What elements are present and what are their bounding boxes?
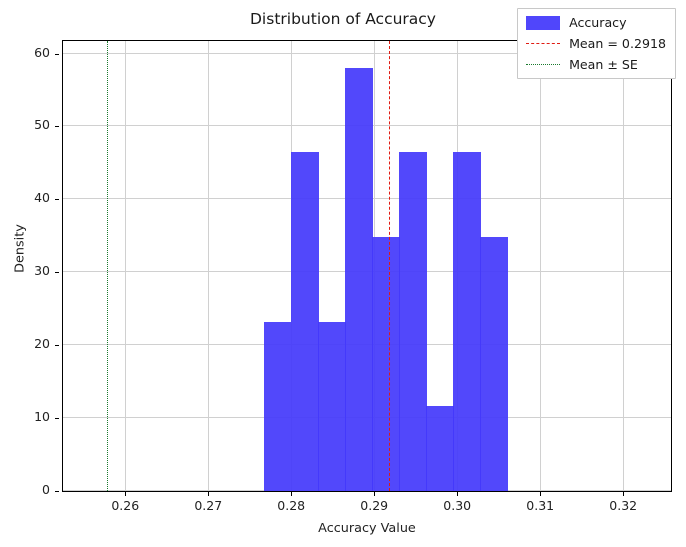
histogram-bar xyxy=(480,237,508,491)
legend-item: Mean = 0.2918 xyxy=(526,36,666,51)
reference-lines xyxy=(63,41,671,491)
x-axis-title: Accuracy Value xyxy=(318,521,416,536)
y-tick-mark xyxy=(54,418,59,420)
chart-title: Distribution of Accuracy xyxy=(250,10,436,28)
x-tick-mark xyxy=(291,491,293,496)
y-tick-label: 30 xyxy=(34,263,50,279)
x-tick-label: 0.26 xyxy=(111,498,140,513)
y-tick-label: 50 xyxy=(34,117,50,133)
y-tick-label: 60 xyxy=(34,44,50,60)
legend-swatch-icon xyxy=(526,43,561,44)
x-tick-mark xyxy=(208,491,210,496)
x-tick-mark xyxy=(374,491,376,496)
histogram-bar xyxy=(263,321,292,491)
histogram-bar xyxy=(290,152,319,491)
x-tick-mark xyxy=(623,491,625,496)
legend: Accuracy Mean = 0.2918 Mean ± SE xyxy=(517,8,676,79)
histogram-bar xyxy=(345,68,373,491)
legend-label: Mean = 0.2918 xyxy=(569,36,666,51)
y-tick-label: 0 xyxy=(42,482,50,497)
y-tick-label: 10 xyxy=(34,409,50,425)
reference-line-mean xyxy=(389,41,391,491)
gridline-vertical xyxy=(623,41,625,491)
y-tick-mark xyxy=(54,345,59,347)
y-tick-mark xyxy=(54,491,59,492)
legend-label: Accuracy xyxy=(569,15,627,30)
legend-swatch-icon xyxy=(526,64,561,65)
gridline-vertical xyxy=(208,41,210,491)
reference-line-mean-minus-se xyxy=(106,41,108,491)
legend-swatch-icon xyxy=(526,15,561,30)
histogram-bar xyxy=(317,321,346,491)
x-tick-mark xyxy=(457,491,459,496)
legend-item: Mean ± SE xyxy=(526,57,666,72)
y-tick-mark xyxy=(54,126,59,128)
gridline-vertical xyxy=(125,41,127,491)
plot-area: 0 10 20 30 40 50 60 0.26 0.27 0.28 0.29 0.30 0.31 0.… xyxy=(34,40,672,513)
histogram-bars xyxy=(63,41,671,491)
y-axis-title: Density xyxy=(12,224,28,273)
x-tick-label: 0.27 xyxy=(194,498,223,513)
x-tick-label: 0.29 xyxy=(360,498,389,513)
y-tick-label: 40 xyxy=(34,190,50,206)
gridline-vertical xyxy=(540,41,542,491)
x-tick-label: 0.30 xyxy=(443,498,472,513)
y-tick-label: 20 xyxy=(34,336,50,352)
x-tick-label: 0.28 xyxy=(277,498,306,513)
histogram-bar xyxy=(426,406,454,491)
histogram-bar xyxy=(372,237,400,491)
y-tick-mark xyxy=(54,53,59,55)
histogram-bar xyxy=(453,152,481,491)
legend-item: Accuracy xyxy=(526,15,666,30)
x-tick-label: 0.32 xyxy=(609,498,638,513)
gridline-horizontal xyxy=(63,52,671,54)
y-tick-mark xyxy=(54,199,59,201)
x-tick-mark xyxy=(540,491,542,496)
y-tick-mark xyxy=(54,272,59,274)
x-tick-label: 0.31 xyxy=(526,498,555,513)
histogram-bar xyxy=(399,152,427,491)
x-tick-mark xyxy=(125,491,127,496)
legend-label: Mean ± SE xyxy=(569,57,638,72)
